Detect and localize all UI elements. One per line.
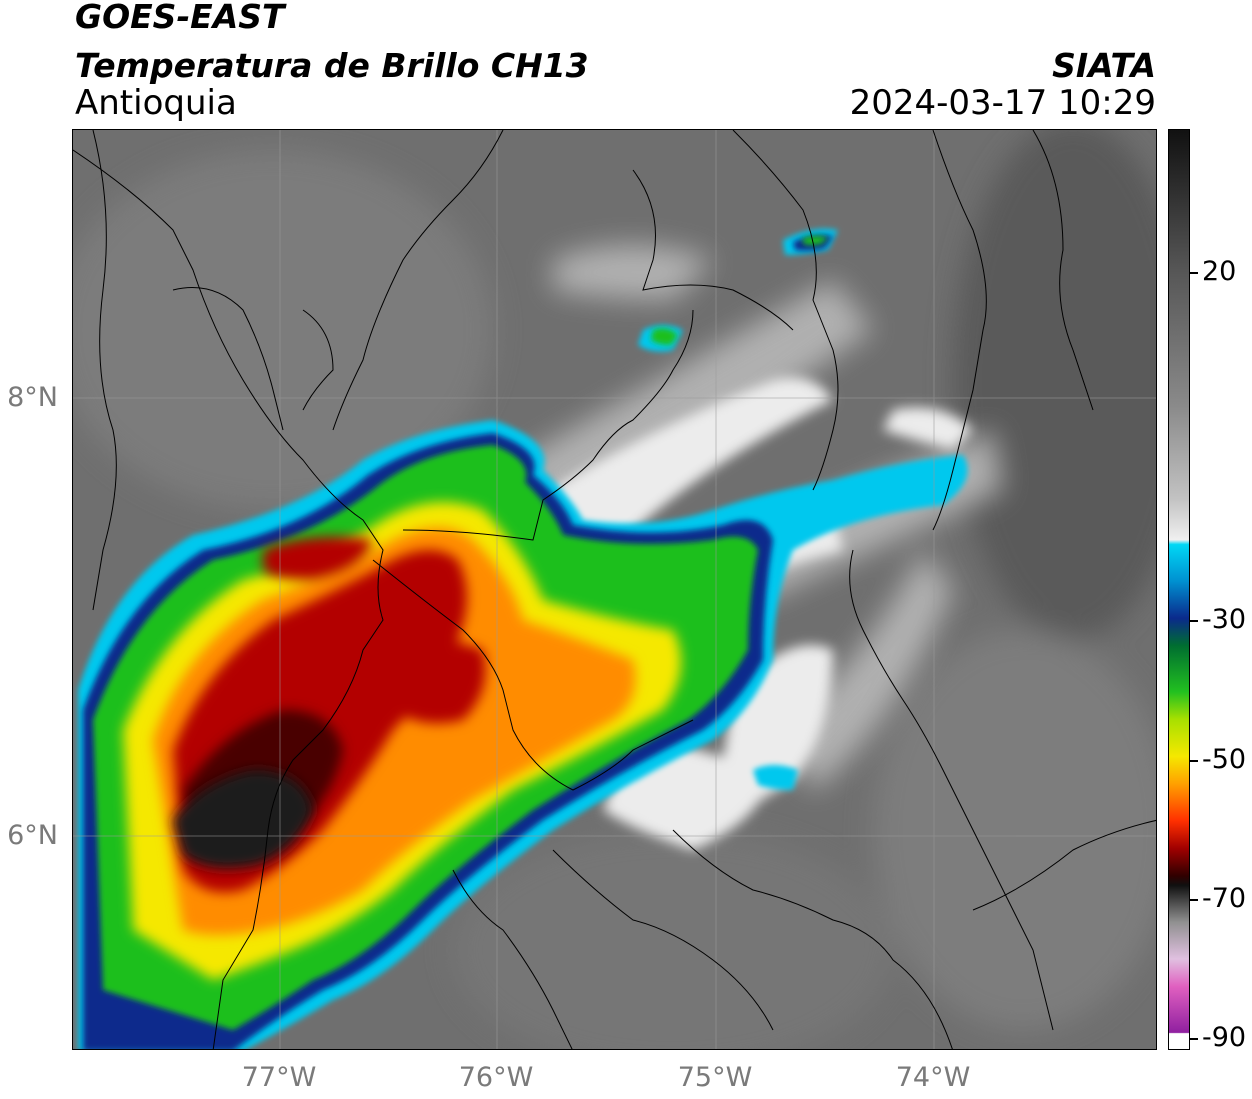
- colorbar-label-minus50: -50: [1202, 744, 1247, 775]
- satellite-title: GOES-EAST: [75, 0, 285, 36]
- colorbar-tick: [1190, 620, 1198, 622]
- colorbar-label-minus70: -70: [1202, 883, 1247, 914]
- satellite-map: [72, 129, 1157, 1050]
- datetime-label: 2024-03-17 10:29: [849, 83, 1156, 123]
- colorbar-label-20: 20: [1202, 256, 1237, 287]
- colorbar-gradient: [1169, 130, 1189, 1049]
- colorbar-tick: [1190, 899, 1198, 901]
- administrative-borders: [73, 130, 1156, 1049]
- colorbar-tick: [1190, 760, 1198, 762]
- colorbar-label-minus30: -30: [1202, 604, 1247, 635]
- colorbar-tick: [1190, 1038, 1198, 1040]
- product-title: Temperatura de Brillo CH13: [75, 46, 589, 85]
- lon-label-77w: 77°W: [241, 1062, 317, 1093]
- brightness-temperature-field: [73, 130, 1156, 1049]
- colorbar-tick: [1190, 272, 1198, 274]
- lat-label-8n: 8°N: [7, 382, 58, 413]
- colorbar: [1168, 129, 1190, 1050]
- lat-label-6n: 6°N: [7, 820, 58, 851]
- lon-label-76w: 76°W: [458, 1062, 534, 1093]
- lon-label-75w: 75°W: [677, 1062, 753, 1093]
- organization-label: SIATA: [1052, 46, 1156, 85]
- colorbar-label-minus90: -90: [1202, 1022, 1247, 1053]
- region-label: Antioquia: [75, 83, 237, 123]
- lon-label-74w: 74°W: [895, 1062, 971, 1093]
